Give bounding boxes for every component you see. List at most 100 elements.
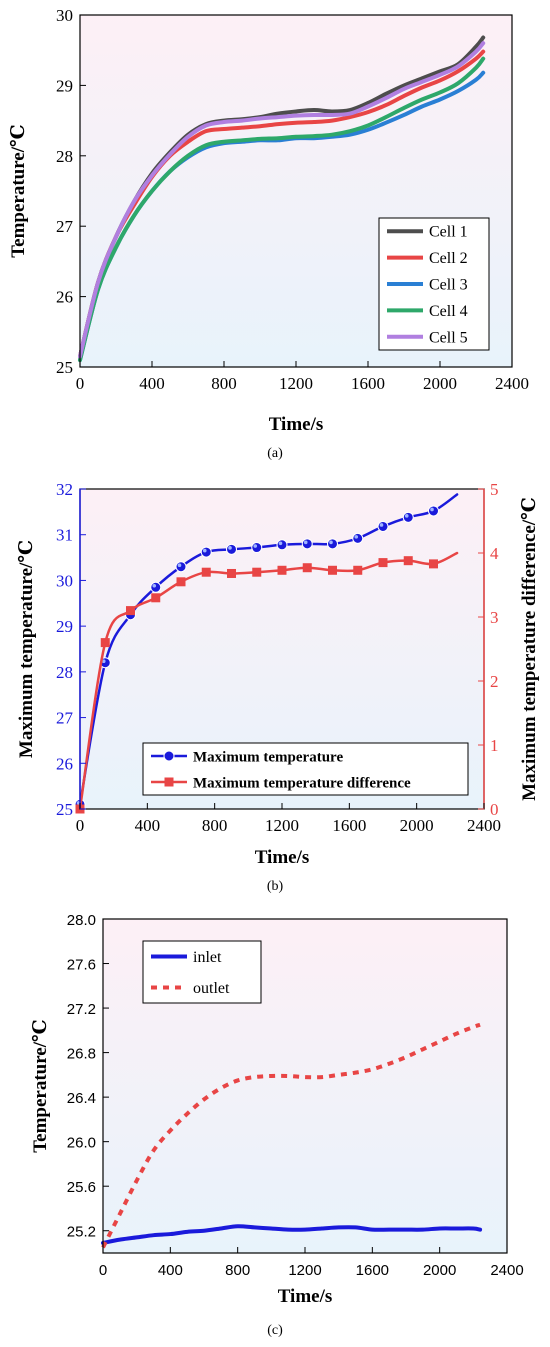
y-tick-label: 26 bbox=[56, 288, 73, 307]
data-point bbox=[328, 565, 337, 575]
y-tick-label: 29 bbox=[56, 617, 73, 636]
x-tick-label: 800 bbox=[225, 1262, 250, 1279]
data-point bbox=[126, 606, 135, 616]
y-tick-label: 28 bbox=[56, 663, 73, 682]
y2-tick-label: 0 bbox=[490, 800, 499, 819]
data-point-highlight bbox=[152, 583, 157, 588]
chart-caption: (b) bbox=[267, 879, 284, 894]
x-tick-label: 0 bbox=[76, 816, 85, 835]
data-point bbox=[428, 505, 439, 517]
data-point bbox=[377, 520, 389, 532]
data-point-highlight bbox=[379, 523, 384, 527]
legend-box bbox=[142, 940, 262, 1004]
legend-label: Maximum temperature difference bbox=[193, 776, 411, 792]
x-tick-label: 800 bbox=[211, 374, 237, 393]
data-point bbox=[302, 563, 312, 573]
x-axis-label: Time/s bbox=[269, 414, 324, 435]
y-tick-label: 29 bbox=[56, 76, 73, 95]
x-tick-label: 400 bbox=[135, 816, 161, 835]
data-point bbox=[252, 567, 262, 577]
data-point-highlight bbox=[303, 540, 308, 545]
legend-label: Cell 3 bbox=[429, 277, 468, 294]
x-tick-label: 1600 bbox=[356, 1262, 389, 1279]
chart-caption: (a) bbox=[267, 446, 283, 461]
y-tick-label: 30 bbox=[56, 6, 73, 25]
y-tick-label: 26.0 bbox=[67, 1135, 96, 1152]
y-tick-label: 25 bbox=[56, 800, 73, 819]
x-tick-label: 1200 bbox=[288, 1262, 321, 1279]
y-axis-label: Temperature/℃ bbox=[8, 124, 29, 258]
data-point-highlight bbox=[354, 535, 359, 539]
y2-tick-label: 4 bbox=[490, 544, 499, 563]
data-point-highlight bbox=[329, 540, 333, 545]
y2-tick-label: 3 bbox=[490, 608, 499, 627]
series-line-outlet bbox=[101, 1022, 481, 1249]
y-tick-label: 26.8 bbox=[67, 1046, 96, 1063]
x-tick-label: 2400 bbox=[490, 1262, 523, 1279]
data-point bbox=[327, 538, 338, 550]
data-point bbox=[402, 511, 414, 523]
legend-label: Cell 2 bbox=[429, 250, 468, 267]
data-point bbox=[201, 567, 211, 577]
data-point-highlight bbox=[101, 659, 106, 664]
x-tick-label: 1200 bbox=[279, 374, 313, 393]
x-tick-label: 400 bbox=[139, 374, 165, 393]
x-tick-label: 2000 bbox=[400, 816, 434, 835]
data-point bbox=[301, 538, 313, 550]
chart-caption: (c) bbox=[267, 1323, 283, 1338]
x-tick-label: 2400 bbox=[467, 816, 501, 835]
data-point bbox=[403, 556, 413, 566]
x-axis-label: Time/s bbox=[278, 1286, 333, 1307]
data-point bbox=[226, 543, 237, 555]
data-point bbox=[175, 561, 187, 573]
data-point bbox=[251, 542, 263, 554]
series-line-inlet bbox=[101, 1224, 483, 1245]
x-tick-label: 1600 bbox=[351, 374, 385, 393]
chart-b: 0 400 800 1200 1600 2000 240025262728293031320… bbox=[16, 480, 540, 894]
y-tick-label: 27.6 bbox=[67, 957, 96, 974]
y-tick-label: 31 bbox=[56, 526, 73, 545]
x-tick-label: 800 bbox=[202, 816, 228, 835]
legend-box bbox=[142, 742, 469, 796]
legend-label: Cell 4 bbox=[429, 303, 468, 320]
y2-tick-label: 5 bbox=[490, 480, 499, 499]
legend-marker bbox=[163, 750, 175, 762]
data-point-highlight bbox=[430, 507, 434, 512]
data-point bbox=[176, 577, 186, 587]
y-tick-label: 25 bbox=[56, 358, 73, 377]
data-point-highlight bbox=[177, 563, 182, 568]
x-tick-label: 1600 bbox=[332, 816, 366, 835]
y-tick-label: 32 bbox=[56, 480, 73, 499]
y-tick-label: 25.6 bbox=[67, 1179, 96, 1196]
y-tick-label: 26.4 bbox=[67, 1090, 96, 1107]
data-point bbox=[277, 565, 287, 575]
y2-tick-label: 2 bbox=[490, 672, 499, 691]
series-line-cell-5 bbox=[78, 41, 486, 359]
chart-a: 0 400 800 1200 1600 2000 2400 25 26 27 28 29 30 Time/… bbox=[8, 6, 529, 461]
data-point bbox=[353, 565, 363, 575]
chart-c: 0 400 800 1200 1600 2000 2400 25.2 25.6 26.0 26.4 2… bbox=[30, 912, 524, 1338]
legend-label: Maximum temperature bbox=[193, 750, 343, 766]
x-tick-label: 2000 bbox=[423, 1262, 456, 1279]
data-point-highlight bbox=[253, 544, 258, 548]
y-tick-label: 26 bbox=[56, 754, 73, 773]
y-tick-label: 27 bbox=[56, 217, 74, 236]
data-point bbox=[352, 532, 364, 544]
data-point bbox=[150, 581, 162, 593]
legend-label: Cell 5 bbox=[429, 329, 468, 346]
data-point bbox=[429, 559, 438, 569]
data-point bbox=[151, 593, 161, 603]
x-tick-label: 2000 bbox=[423, 374, 457, 393]
data-point-highlight bbox=[404, 514, 409, 518]
y-tick-label: 27.2 bbox=[67, 1001, 96, 1018]
legend-label: Cell 1 bbox=[429, 224, 468, 241]
data-point bbox=[276, 539, 288, 551]
data-point bbox=[227, 568, 236, 578]
data-point-highlight bbox=[202, 548, 207, 553]
data-point bbox=[100, 638, 110, 648]
data-point-highlight bbox=[228, 546, 232, 550]
data-point bbox=[200, 546, 212, 558]
legend-label: inlet bbox=[193, 949, 222, 966]
x-tick-label: 0 bbox=[76, 374, 85, 393]
